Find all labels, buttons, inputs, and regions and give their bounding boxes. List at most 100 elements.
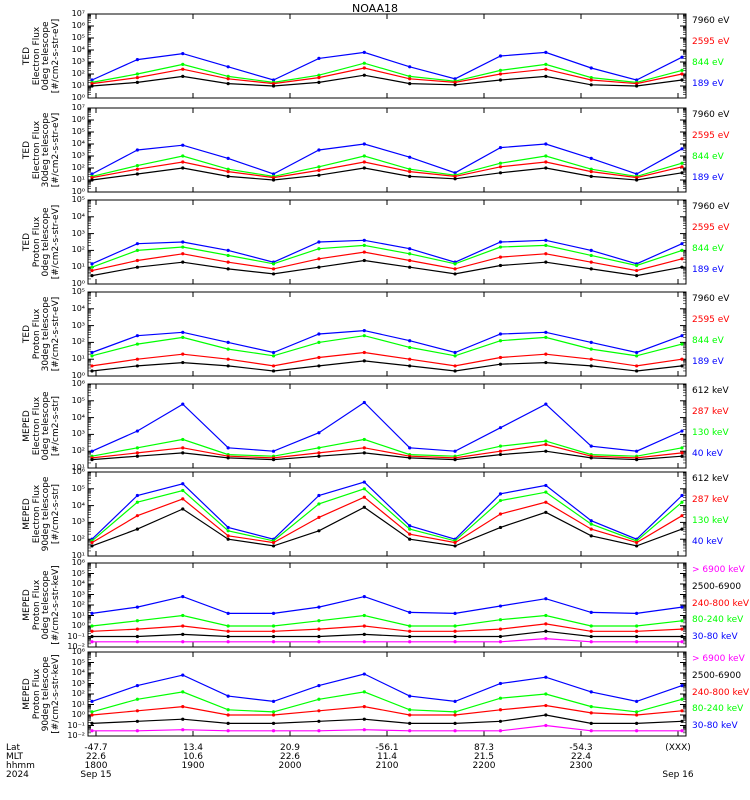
data-point [135,248,139,252]
data-point [362,690,366,694]
y-tick-label: 10² [71,446,85,456]
data-point [635,176,639,180]
data-point [589,347,593,351]
ephemeris-mlt-value: 11.4 [376,752,398,762]
y-axis-label-line: [#/cm2-s-str] [50,483,61,545]
data-point [544,260,548,264]
data-point [271,354,276,358]
data-point [226,537,230,541]
data-point [362,632,366,637]
data-point [317,529,321,533]
data-point [544,62,548,66]
data-point [498,696,503,700]
plot-title: NOAA18 [351,2,399,15]
data-point [362,334,366,338]
data-point [680,171,684,175]
data-point [226,357,230,361]
data-point [90,721,94,726]
y-axis-label: TED Proton Flux 30deg telescope [#/cm2-s-st… [22,289,63,379]
data-point [408,247,412,251]
y-tick-label: 10⁰ [71,710,85,719]
data-point [362,61,366,65]
data-point [498,525,503,530]
data-point [635,84,639,88]
data-point [498,362,503,366]
data-point [589,156,593,160]
y-tick-label: 10⁶ [71,115,85,124]
data-point [362,613,366,618]
data-point [453,174,457,178]
y-tick-label: 10⁶ [71,21,85,30]
data-point [135,164,139,168]
series-line [91,488,683,542]
data-point [135,697,139,701]
series-line [91,496,683,544]
y-axis-label: MEPED Proton Flux 0deg telescope [#/cm2-s-s… [22,560,63,650]
legend-entry: 7960 eV [692,294,730,304]
data-point [317,619,321,623]
legend-entry: 2595 eV [692,37,730,47]
data-point [271,172,276,176]
data-point [226,456,230,460]
y-tick-label: 10² [71,163,85,172]
data-point [408,82,412,86]
data-point [90,172,94,176]
data-point [453,354,457,358]
ephemeris-mlt-value: 21.5 [473,752,495,762]
data-point [226,248,230,252]
data-point [362,359,366,363]
data-point [135,729,139,733]
data-point [453,267,457,271]
y-tick-label: 10⁵ [71,33,85,42]
data-point [408,339,412,343]
data-point [317,640,321,644]
data-point [498,426,503,430]
data-point [498,78,503,82]
data-point [226,624,230,628]
data-point [362,595,366,599]
data-point [544,442,548,447]
data-point [317,340,321,344]
data-point [226,525,230,530]
data-point [408,532,412,536]
data-point [453,544,457,548]
y-tick-label: 10¹ [71,354,85,364]
data-point [181,166,185,170]
data-point [544,500,548,504]
y-tick-label: 10⁶ [71,467,85,476]
ephemeris-hhmm-value: 1900 [181,761,205,771]
y-tick-label: 10⁴ [71,579,85,588]
ephemeris-mlt-value: 22.6 [279,752,301,762]
data-point [544,243,548,247]
data-point [498,640,503,644]
data-point [498,332,503,336]
data-point [181,437,185,442]
series-line [91,161,683,179]
data-point [453,634,457,639]
series-line [91,143,683,175]
legend-entry: 2595 eV [692,131,730,141]
ephemeris-mlt-value: 22.4 [570,752,592,762]
data-point [635,540,639,545]
data-point [635,729,639,733]
y-tick-label: 10⁴ [71,139,85,148]
series-line [91,335,683,357]
series-line [91,259,683,277]
data-point [226,640,230,644]
data-point [544,490,548,494]
data-point [635,713,639,717]
data-point [589,610,593,614]
y-axis-label-line: [#/cm2-s-str] [50,395,61,457]
legend-entry: 189 eV [692,173,724,183]
data-point [453,272,457,276]
data-point [453,262,457,266]
data-point [680,619,684,623]
data-point [362,672,366,676]
data-point [90,78,94,82]
y-tick-label: 10³ [71,429,85,439]
data-point [135,527,139,531]
data-point [498,72,503,76]
data-point [635,263,639,268]
data-point [680,78,684,82]
